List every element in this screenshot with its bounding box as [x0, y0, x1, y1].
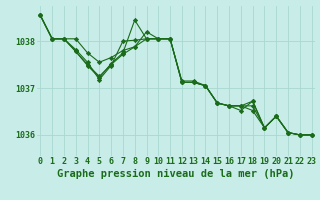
- X-axis label: Graphe pression niveau de la mer (hPa): Graphe pression niveau de la mer (hPa): [57, 169, 295, 179]
